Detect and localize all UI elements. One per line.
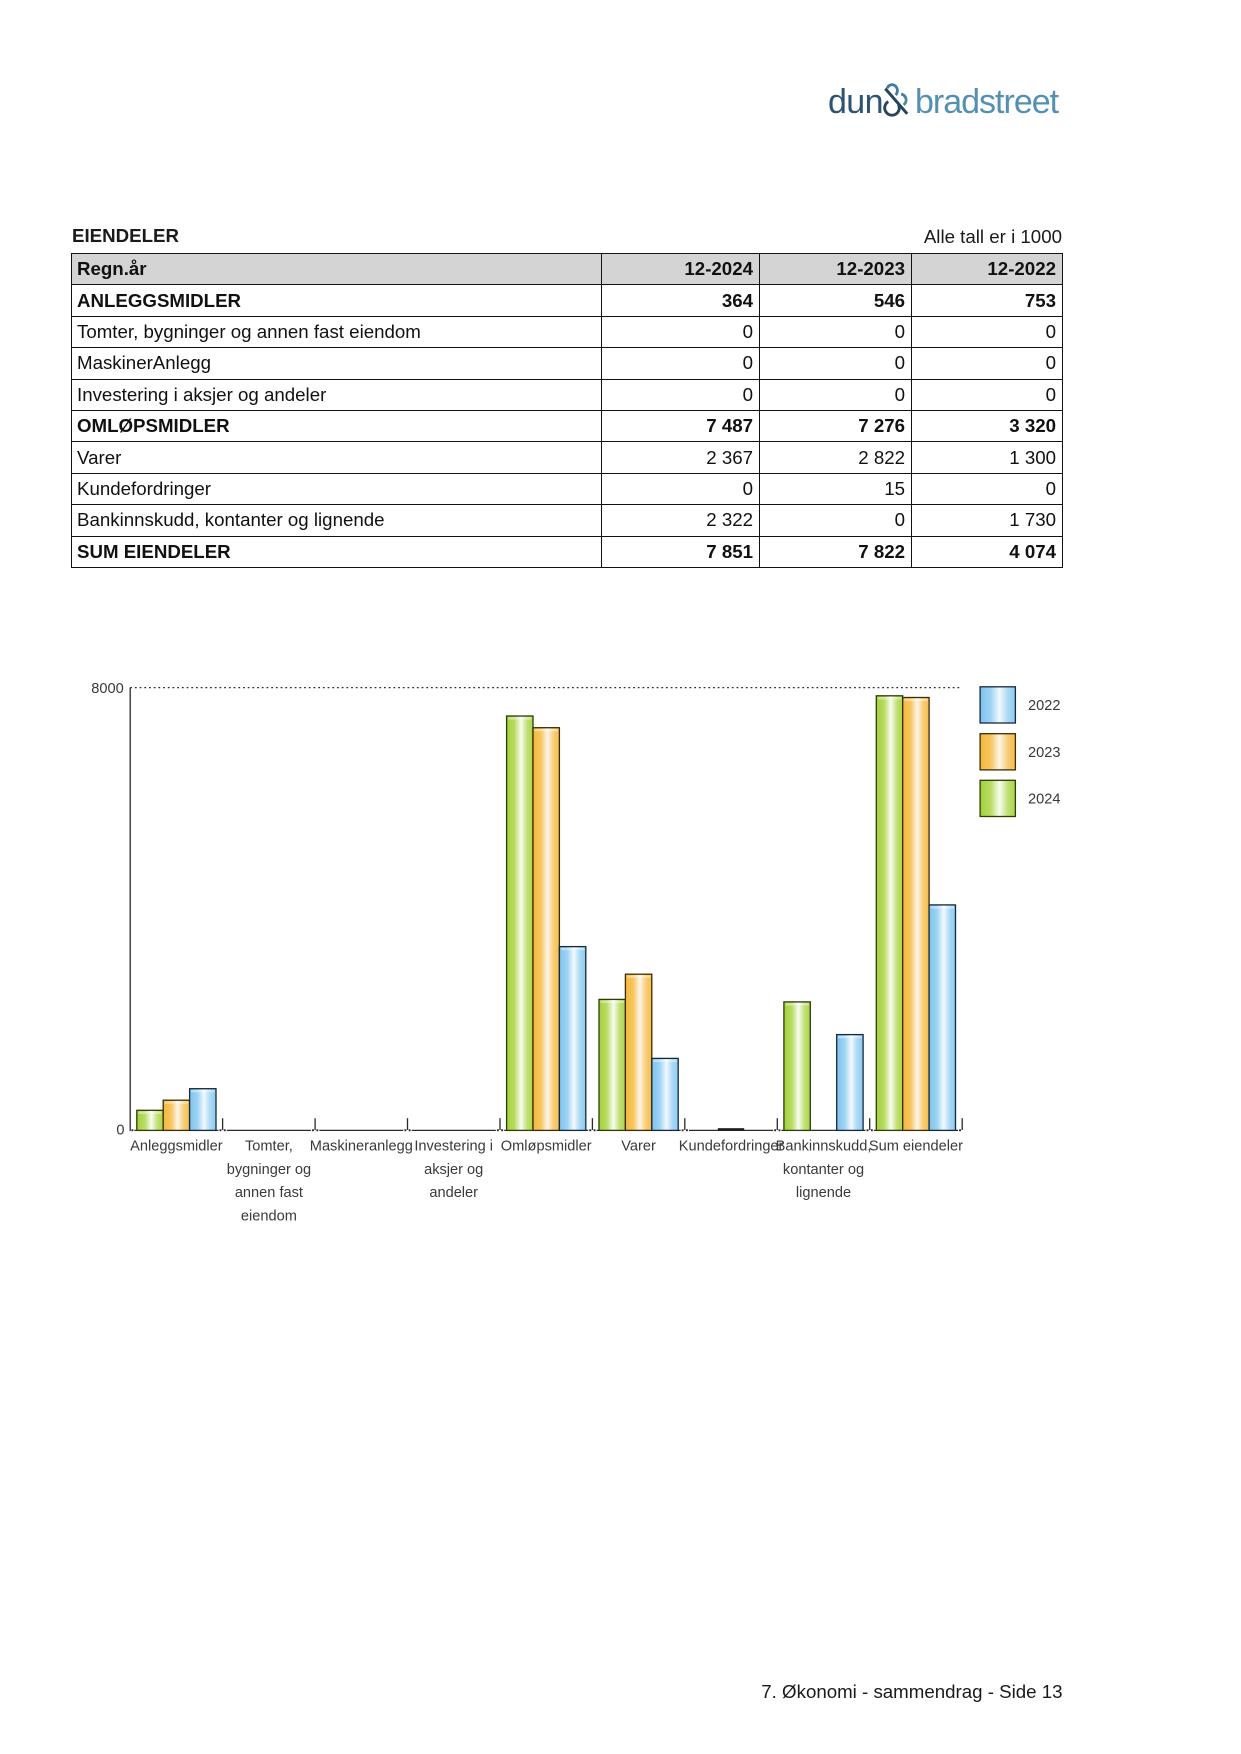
- svg-text:aksjer og: aksjer og: [424, 1162, 483, 1178]
- svg-text:0: 0: [116, 1123, 124, 1139]
- svg-text:2024: 2024: [1028, 792, 1060, 808]
- svg-text:annen fast: annen fast: [235, 1185, 303, 1201]
- svg-text:Bankinnskudd,: Bankinnskudd,: [776, 1139, 872, 1155]
- svg-text:Varer: Varer: [621, 1139, 656, 1155]
- svg-text:eiendom: eiendom: [241, 1209, 297, 1225]
- svg-text:lignende: lignende: [796, 1185, 851, 1201]
- svg-text:Omløpsmidler: Omløpsmidler: [501, 1139, 592, 1155]
- svg-text:kontanter og: kontanter og: [783, 1162, 864, 1178]
- svg-text:Tomter,: Tomter,: [245, 1139, 293, 1155]
- svg-text:Sum eiendeler: Sum eiendeler: [869, 1139, 963, 1155]
- svg-text:bygninger og: bygninger og: [227, 1162, 311, 1178]
- svg-text:Kundefordringer: Kundefordringer: [679, 1139, 784, 1155]
- svg-text:Maskineranlegg: Maskineranlegg: [310, 1139, 413, 1155]
- svg-text:andeler: andeler: [429, 1185, 478, 1201]
- svg-text:8000: 8000: [91, 681, 123, 697]
- svg-text:Investering i: Investering i: [414, 1139, 493, 1155]
- svg-text:2022: 2022: [1028, 698, 1060, 714]
- svg-text:2023: 2023: [1028, 745, 1060, 761]
- svg-text:Anleggsmidler: Anleggsmidler: [130, 1139, 223, 1155]
